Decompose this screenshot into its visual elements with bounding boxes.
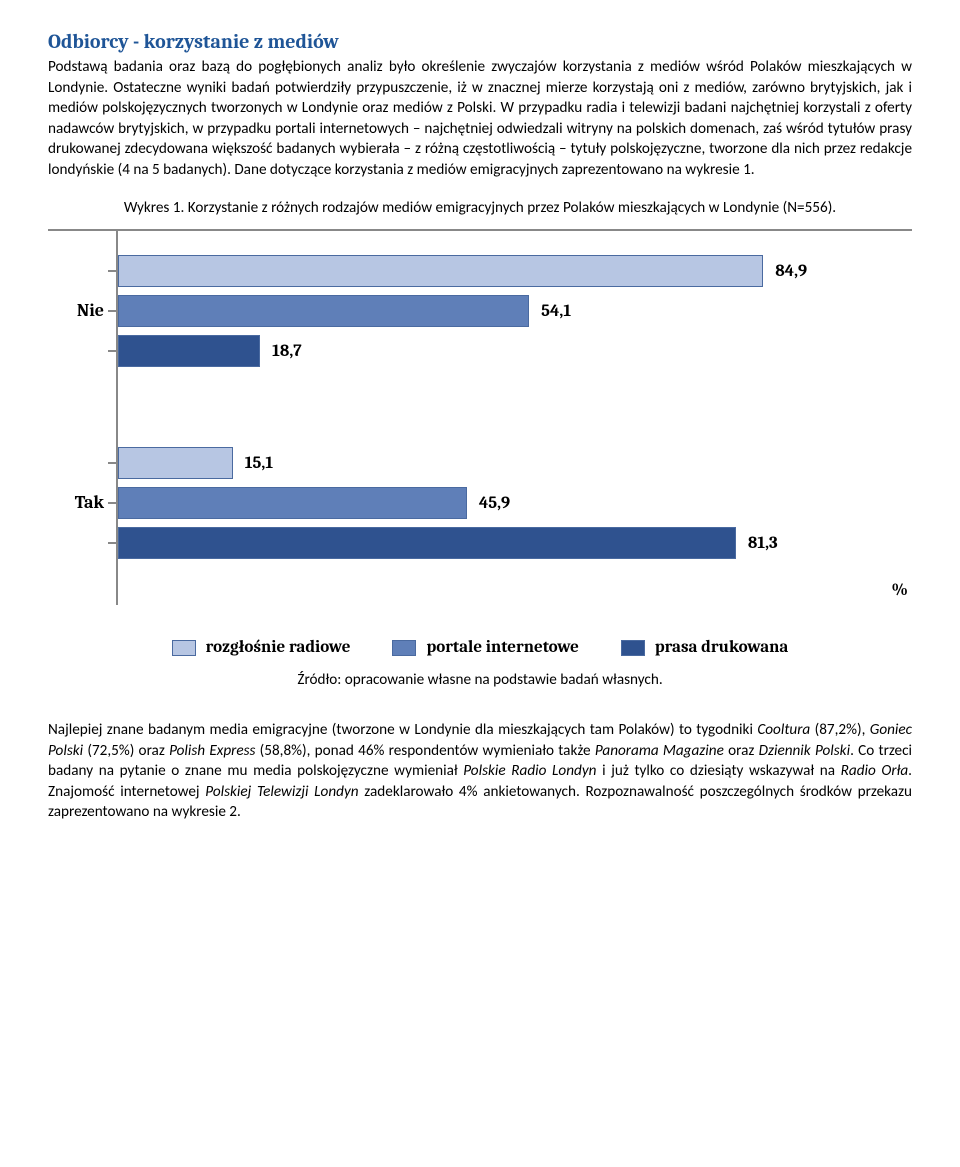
italic-title: Polskie Radio Londyn [463,762,596,780]
text-run: oraz [724,742,759,760]
text-run: (58,8%), ponad 46% respondentów wymienia… [255,742,594,760]
chart-source: Źródło: opracowanie własne na podstawie … [48,670,912,691]
paragraph-1: Podstawą badania oraz bazą do pogłębiony… [48,57,912,180]
chart-percent-symbol: % [891,580,908,603]
legend-item: prasa drukowana [621,637,788,660]
chart-bar [118,487,467,519]
legend-swatch [392,640,416,656]
chart-bar [118,447,233,479]
chart-value-label: 45,9 [479,493,510,516]
legend-label: portale internetowe [426,637,578,660]
legend-swatch [621,640,645,656]
section-heading: Odbiorcy - korzystanie z mediów [48,28,912,55]
chart-category-label: Nie [48,299,104,323]
italic-title: Radio Orła [841,762,909,780]
chart-category-label: Tak [48,491,104,515]
chart-bar [118,295,529,327]
text-run: (72,5%) oraz [83,742,169,760]
italic-title: Polskiej Telewizji Londyn [205,783,358,801]
chart-value-label: 18,7 [272,341,302,364]
legend-label: rozgłośnie radiowe [206,637,351,660]
text-run: i już tylko co dziesiąty wskazywał na [596,762,840,780]
chart: % 84,9 54,1 18,7 Nie 15,1 45,9 81,3 Tak rozgłoś… [48,229,912,660]
paragraph-2: Najlepiej znane badanym media emigracyjn… [48,720,912,823]
italic-title: Dziennik Polski [759,742,850,760]
legend-swatch [172,640,196,656]
legend-item: portale internetowe [392,637,578,660]
chart-legend: rozgłośnie radiowe portale internetowe pra… [48,637,912,660]
chart-value-label: 15,1 [245,453,273,476]
chart-bar [118,527,736,559]
chart-value-label: 54,1 [541,301,571,324]
italic-title: Panorama Magazine [595,742,724,760]
chart-value-label: 84,9 [775,261,807,284]
chart-value-label: 81,3 [748,533,778,556]
text-run: Najlepiej znane badanym media emigracyjn… [48,721,757,739]
legend-item: rozgłośnie radiowe [172,637,351,660]
italic-title: Cooltura [757,721,810,739]
chart-bar [118,255,763,287]
italic-title: Polish Express [169,742,255,760]
chart-bar [118,335,260,367]
text-run: (87,2%), [810,721,870,739]
legend-label: prasa drukowana [655,637,788,660]
chart-caption: Wykres 1. Korzystanie z różnych rodzajów… [48,198,912,219]
